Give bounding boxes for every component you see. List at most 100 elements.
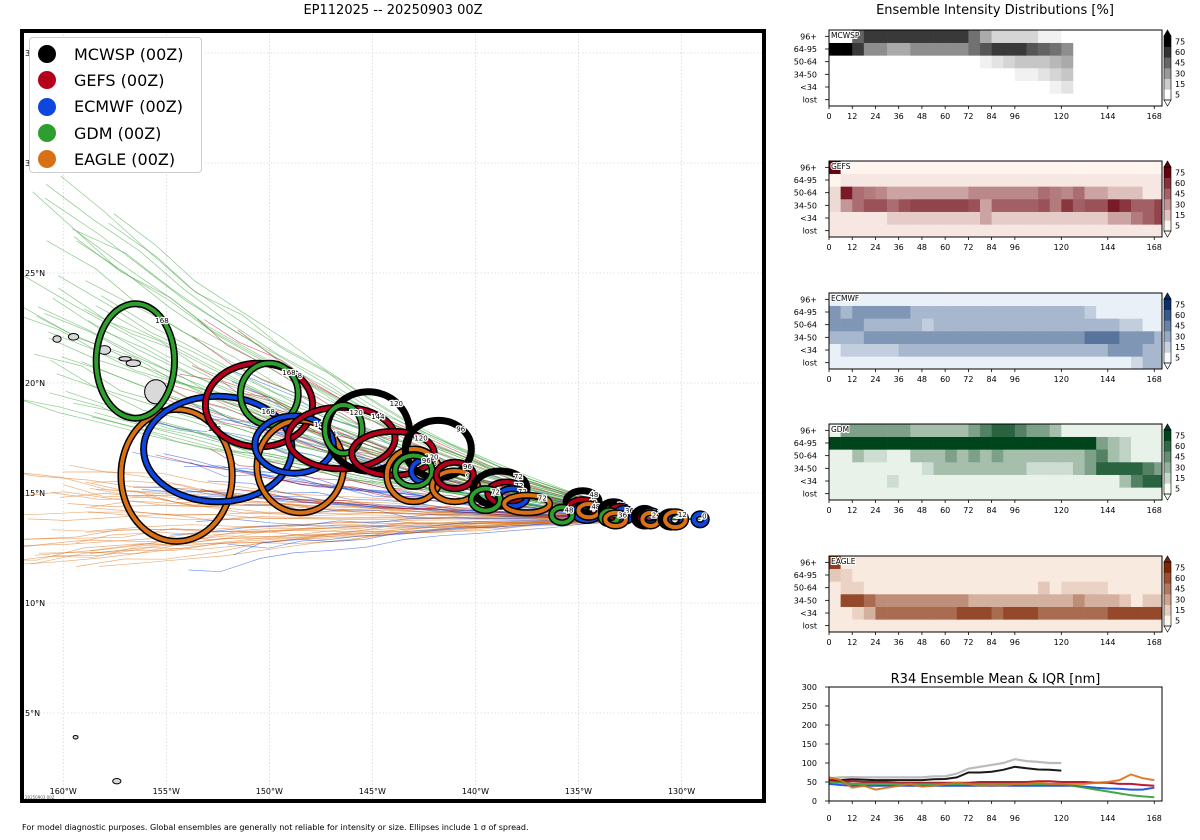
heatmap-cell xyxy=(1131,224,1143,238)
heatmap-cell xyxy=(1049,68,1062,81)
heatmap-cell xyxy=(1154,619,1163,633)
heatmap-cell xyxy=(910,487,923,501)
r34-series-line xyxy=(829,765,1062,782)
heatmap-cell xyxy=(945,487,958,501)
heatmap-cell xyxy=(1142,211,1155,225)
heatmap-cell xyxy=(991,462,1004,475)
legend-label-mcwsp: MCWSP (00Z) xyxy=(74,44,184,64)
colorbar-segment xyxy=(1164,594,1171,605)
heatmap-cell xyxy=(1072,487,1085,501)
heatmap-cell xyxy=(840,173,853,187)
heatmap-cell xyxy=(898,606,911,620)
heatmap-cell xyxy=(991,343,1004,357)
heatmap-cell xyxy=(1096,581,1109,595)
heatmap-cell xyxy=(910,42,923,56)
heatmap-cell xyxy=(921,568,934,582)
ellipse-hour-label: 144 xyxy=(314,421,328,429)
heatmap-cell xyxy=(1003,474,1016,488)
heatmap-cell xyxy=(887,356,899,370)
heatmap-cell xyxy=(1142,487,1155,501)
heatmap-x-tick-label: 120 xyxy=(1054,638,1069,647)
heatmap-cell xyxy=(921,356,934,370)
heatmap-cell xyxy=(1061,606,1074,620)
heatmap-cell xyxy=(1014,462,1027,475)
heatmap-cell xyxy=(1003,331,1016,344)
heatmap-cell xyxy=(980,293,992,306)
heatmap-cell xyxy=(910,293,923,306)
heatmap-frame xyxy=(828,29,1163,107)
heatmap-cell xyxy=(968,568,981,582)
heatmap-cell xyxy=(991,356,1004,370)
colorbar-segment xyxy=(1164,68,1171,79)
heatmap-cell xyxy=(875,487,888,501)
heatmap-cell xyxy=(980,436,992,450)
heatmap-cell xyxy=(1084,293,1097,306)
heatmap-cell xyxy=(1014,356,1027,370)
heatmap-x-tick-label: 144 xyxy=(1100,375,1115,384)
heatmap-cell xyxy=(852,619,865,633)
heatmap-cell xyxy=(980,305,992,319)
heatmap-cell xyxy=(1049,449,1062,463)
heatmap-cell xyxy=(887,449,899,463)
heatmap-cell xyxy=(1096,568,1109,582)
heatmap-cell xyxy=(840,449,853,463)
heatmap-x-tick-label: 60 xyxy=(940,243,950,252)
heatmap-x-tick-label: 84 xyxy=(987,112,997,121)
heatmap-cell xyxy=(1131,173,1143,187)
heatmap-cell xyxy=(991,55,1004,69)
heatmap-cell xyxy=(910,462,923,475)
colorbar-extend-top xyxy=(1163,555,1172,563)
legend-item-gdm: GDM (00Z) xyxy=(38,120,201,146)
legend-item-gefs: GEFS (00Z) xyxy=(38,67,201,93)
heatmap-cell xyxy=(933,293,946,306)
heatmap-cell xyxy=(1154,343,1163,357)
heatmap-cell xyxy=(887,318,899,332)
heatmap-cell xyxy=(956,224,969,238)
heatmap-cell xyxy=(840,42,853,56)
heatmap-cell xyxy=(863,462,876,475)
heatmap-cell xyxy=(1014,186,1027,200)
heatmap-cell xyxy=(1049,80,1062,94)
heatmap-cell xyxy=(1014,343,1027,357)
heatmap-cell xyxy=(1003,186,1016,200)
heatmap-cell xyxy=(1096,556,1109,569)
heatmap-cell xyxy=(852,211,865,225)
heatmap-cell xyxy=(1061,293,1074,306)
heatmap-cell xyxy=(933,224,946,238)
heatmap-cell xyxy=(945,293,958,306)
heatmap-cell xyxy=(968,487,981,501)
heatmap-cell xyxy=(1003,449,1016,463)
heatmap-cell xyxy=(829,331,841,344)
heatmap-x-tick-label: 12 xyxy=(847,112,857,121)
heatmap-cell xyxy=(1003,161,1016,174)
heatmap-cell xyxy=(1096,211,1109,225)
heatmap-cell xyxy=(1154,305,1163,319)
heatmap-cell xyxy=(1107,594,1120,607)
heatmap-cell xyxy=(898,186,911,200)
heatmap-x-tick-label: 12 xyxy=(847,506,857,515)
heatmap-cell xyxy=(968,581,981,595)
heatmap-cell xyxy=(968,211,981,225)
heatmap-cell xyxy=(1026,619,1039,633)
heatmap-cell xyxy=(1107,318,1120,332)
r34-y-tick-label: 50 xyxy=(807,778,817,787)
heatmap-cell xyxy=(1026,30,1039,43)
heatmap-cell xyxy=(887,55,899,69)
heatmap-x-tick-label: 120 xyxy=(1054,375,1069,384)
heatmap-cell xyxy=(1049,568,1062,582)
heatmap-cell xyxy=(921,42,934,56)
r34-frame xyxy=(828,686,1163,802)
heatmap-cell xyxy=(1142,186,1155,200)
heatmap-cell xyxy=(945,474,958,488)
heatmap-cell xyxy=(1049,42,1062,56)
heatmap-cell xyxy=(1154,424,1163,437)
heatmap-cell xyxy=(991,594,1004,607)
heatmap-cell xyxy=(1107,356,1120,370)
heatmap-cell xyxy=(887,161,899,174)
heatmap-cell xyxy=(1072,211,1085,225)
colorbar-extend-bottom xyxy=(1163,99,1172,107)
heatmap-cell xyxy=(945,30,958,43)
heatmap-row-label: <34 xyxy=(800,609,817,618)
heatmap-cell xyxy=(968,42,981,56)
